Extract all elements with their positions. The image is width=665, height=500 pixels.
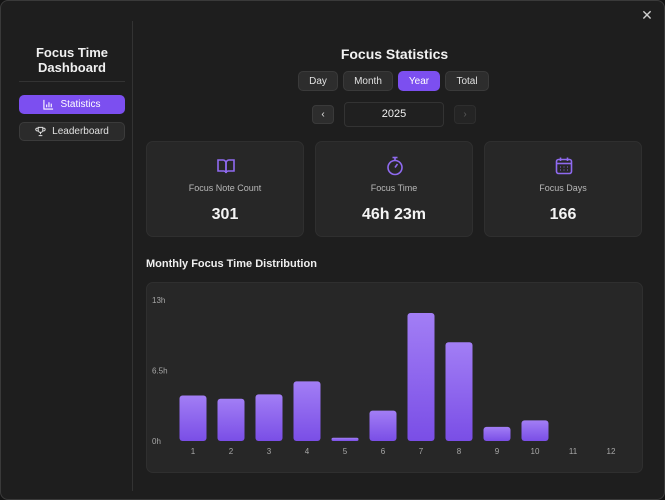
x-tick-label: 8 xyxy=(457,447,462,456)
next-year-button[interactable]: › xyxy=(454,105,476,124)
x-tick-label: 3 xyxy=(267,447,272,456)
sidebar-item-leaderboard[interactable]: Leaderboard xyxy=(19,122,125,141)
sidebar: Focus Time Dashboard Statistics Leaderbo… xyxy=(11,21,133,491)
chart-bar[interactable] xyxy=(217,398,245,441)
chart-bar[interactable] xyxy=(293,381,321,441)
x-tick-label: 6 xyxy=(381,447,386,456)
stat-card-focus-time: Focus Time 46h 23m xyxy=(315,141,473,237)
book-open-icon xyxy=(217,159,235,174)
chart-bar[interactable] xyxy=(407,313,435,441)
x-tick-label: 7 xyxy=(419,447,424,456)
x-tick-label: 9 xyxy=(495,447,500,456)
page-title: Focus Statistics xyxy=(340,46,449,62)
x-tick-label: 4 xyxy=(305,447,310,456)
sidebar-title: Focus Time Dashboard xyxy=(35,45,108,75)
x-tick-label: 12 xyxy=(607,447,616,456)
chart-bar[interactable] xyxy=(445,342,473,441)
sidebar-item-statistics[interactable]: Statistics xyxy=(19,95,125,114)
sidebar-divider xyxy=(19,81,125,82)
card-value: 166 xyxy=(549,206,577,223)
card-label: Focus Note Count xyxy=(188,183,262,193)
trophy-icon xyxy=(35,126,46,137)
period-tabs: Day Month Year Total xyxy=(298,71,489,91)
calendar-icon xyxy=(555,157,573,175)
close-icon[interactable]: ✕ xyxy=(641,7,653,23)
tab-day[interactable]: Day xyxy=(298,71,338,91)
bar-chart-icon xyxy=(43,99,54,110)
card-label: Focus Time xyxy=(370,183,418,193)
x-tick-label: 5 xyxy=(343,447,348,456)
stopwatch-icon xyxy=(387,156,403,176)
y-tick-label: 6.5h xyxy=(152,367,168,376)
chart-bar[interactable] xyxy=(369,410,397,441)
card-value: 301 xyxy=(211,206,239,223)
chart-bar[interactable] xyxy=(255,394,283,441)
prev-year-button[interactable]: ‹ xyxy=(312,105,334,124)
chart-bar[interactable] xyxy=(483,426,511,441)
card-value: 46h 23m xyxy=(361,206,427,223)
chart-section-title: Monthly Focus Time Distribution xyxy=(146,258,317,270)
tab-year[interactable]: Year xyxy=(398,71,440,91)
tab-total[interactable]: Total xyxy=(445,71,489,91)
stat-card-focus-days: Focus Days 166 xyxy=(484,141,642,237)
x-tick-label: 11 xyxy=(569,447,578,456)
chart-bar[interactable] xyxy=(521,420,549,441)
y-tick-label: 13h xyxy=(152,296,165,305)
x-tick-label: 2 xyxy=(229,447,234,456)
sidebar-item-label: Leaderboard xyxy=(52,126,109,137)
sidebar-item-label: Statistics xyxy=(60,99,101,110)
stat-card-note-count: Focus Note Count 301 xyxy=(146,141,304,237)
chart-bar[interactable] xyxy=(331,437,359,441)
year-display: 2025 xyxy=(344,102,444,127)
chart-bar[interactable] xyxy=(179,395,207,441)
monthly-focus-chart: 13h 6.5h 0h 1 2 3 4 5 6 7 8 9 10 11 12 xyxy=(146,282,643,473)
y-tick-label: 0h xyxy=(152,437,161,446)
x-tick-label: 10 xyxy=(531,447,540,456)
card-label: Focus Days xyxy=(539,183,587,193)
x-tick-label: 1 xyxy=(191,447,196,456)
tab-month[interactable]: Month xyxy=(343,71,393,91)
